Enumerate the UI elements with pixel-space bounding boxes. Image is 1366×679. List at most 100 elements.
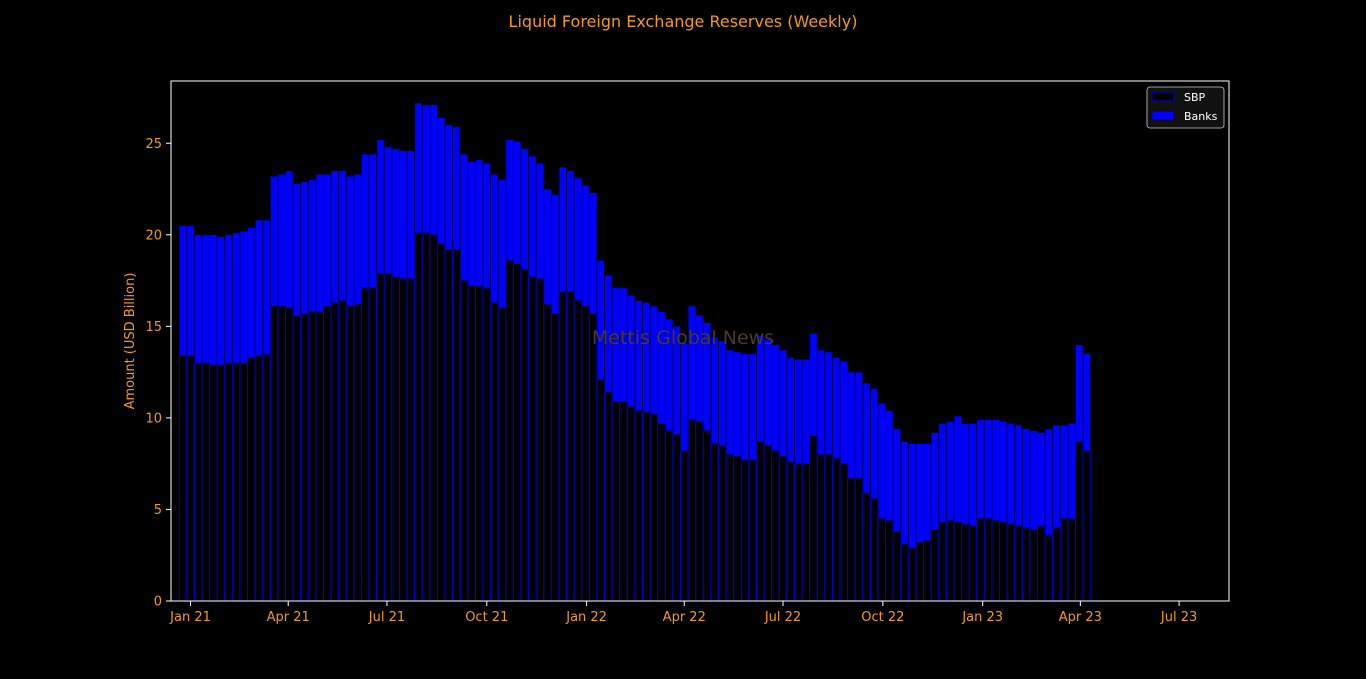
bar-sbp [581,305,590,602]
bar-sbp [1029,529,1038,602]
bar-sbp [596,379,605,602]
bar-sbp [1006,523,1015,602]
bar-sbp [285,307,294,602]
bar-banks [703,322,711,432]
bar-sbp [839,463,848,602]
bar-banks [908,443,917,549]
bar-banks [452,126,461,250]
bar-sbp [756,441,765,602]
bar-banks [520,148,529,270]
bar-sbp [421,232,431,602]
bar-banks [1044,428,1053,536]
bar-sbp [376,272,385,602]
x-tick-label: Jul 23 [1160,610,1197,625]
legend-label-banks: Banks [1184,110,1218,123]
bar-sbp [330,302,339,602]
bar-banks [391,148,400,278]
bar-sbp [885,520,894,602]
bar-banks [999,421,1008,523]
bar-sbp [361,287,370,602]
bar-sbp [308,311,317,602]
bar-sbp [794,463,803,602]
bar-sbp [733,455,742,602]
bar-sbp [1067,518,1076,602]
bar-banks [186,225,195,356]
bar-sbp [232,362,241,602]
bar-sbp [254,355,263,602]
bar-banks [498,179,506,309]
bar-sbp [270,305,279,602]
bar-banks [384,146,392,274]
bar-banks [277,174,286,307]
bar-banks [490,174,499,303]
bar-sbp [384,272,393,602]
bar-banks [923,443,932,541]
bar-banks [611,287,620,402]
bar-sbp [346,305,355,602]
bar-sbp [771,450,780,602]
bar-banks [938,423,947,523]
bar-sbp [642,412,651,602]
bar-banks [1075,344,1084,443]
bar-sbp [490,302,499,602]
bar-sbp [976,518,985,602]
bar-banks [574,177,582,302]
bar-banks [323,174,332,307]
legend-swatch-sbp [1151,91,1175,102]
bar-sbp [816,454,826,602]
bar-sbp [338,300,347,602]
bar-banks [695,315,704,422]
bar-sbp [748,459,757,602]
bar-banks [1060,424,1068,519]
bar-sbp [627,406,636,602]
bar-sbp [1044,534,1053,602]
bar-banks [824,351,833,455]
bar-sbp [900,543,909,602]
x-tick-label: Apr 21 [267,610,310,625]
y-tick-label: 25 [145,137,162,152]
plot-frame [170,80,1230,602]
bar-banks [1067,423,1076,519]
bar-sbp [854,477,863,602]
bar-banks [809,333,818,437]
bar-sbp [277,305,286,602]
bar-banks [968,423,977,527]
bar-banks [566,170,575,292]
bar-sbp [452,249,461,602]
bar-sbp [505,260,514,602]
legend: SBP Banks [1146,86,1225,129]
y-tick-label: 10 [145,411,162,426]
bar-banks [300,181,309,314]
bar-sbp [558,291,567,602]
bar-banks [330,170,339,303]
y-tick-label: 15 [145,320,162,335]
bar-banks [505,139,514,261]
bar-banks [581,185,590,307]
bar-banks [847,371,856,479]
bar-banks [551,194,560,314]
bar-sbp [832,457,841,602]
bar-banks [741,353,749,461]
bar-banks [931,432,939,530]
bar-sbp [391,276,400,602]
bar-banks [437,117,446,245]
bar-banks [953,415,962,523]
bar-sbp [847,477,856,602]
x-tick-label: Apr 22 [663,610,706,625]
bar-sbp [1022,527,1031,602]
bar-sbp [194,362,203,602]
bar-sbp [247,357,256,602]
bar-sbp [1060,518,1069,602]
bar-sbp [1052,527,1061,602]
bar-banks [224,234,233,364]
bar-banks [422,104,430,234]
bar-banks [756,335,765,443]
bar-sbp [877,518,886,602]
bar-banks [733,351,742,457]
bar-sbp [300,313,309,602]
bar-sbp [604,391,613,602]
bar-banks [893,428,901,532]
bar-banks [870,388,879,499]
